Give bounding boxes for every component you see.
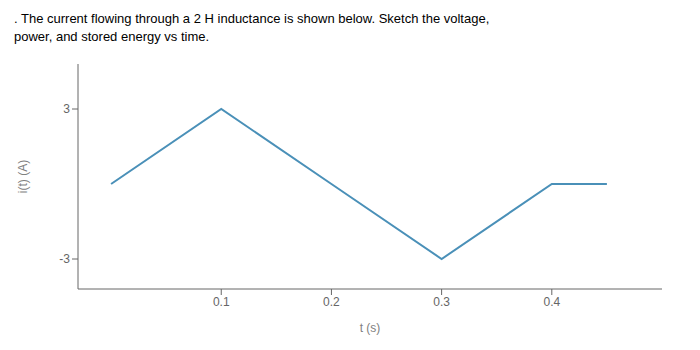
svg-text:0.2: 0.2 xyxy=(323,295,340,309)
svg-text:i(t) (A): i(t) (A) xyxy=(16,160,30,193)
svg-text:3: 3 xyxy=(63,102,70,116)
svg-text:0.3: 0.3 xyxy=(433,295,450,309)
svg-text:0.4: 0.4 xyxy=(543,295,560,309)
svg-text:0.1: 0.1 xyxy=(213,295,230,309)
html-text:power, and stored energy vs ti: power, and stored energy vs time. xyxy=(14,29,210,44)
html-text:. The current flowing through: . The current flowing through a 2 H indu… xyxy=(14,11,490,26)
svg-text:t (s): t (s) xyxy=(360,321,381,335)
svg-text:-3: -3 xyxy=(59,252,70,266)
